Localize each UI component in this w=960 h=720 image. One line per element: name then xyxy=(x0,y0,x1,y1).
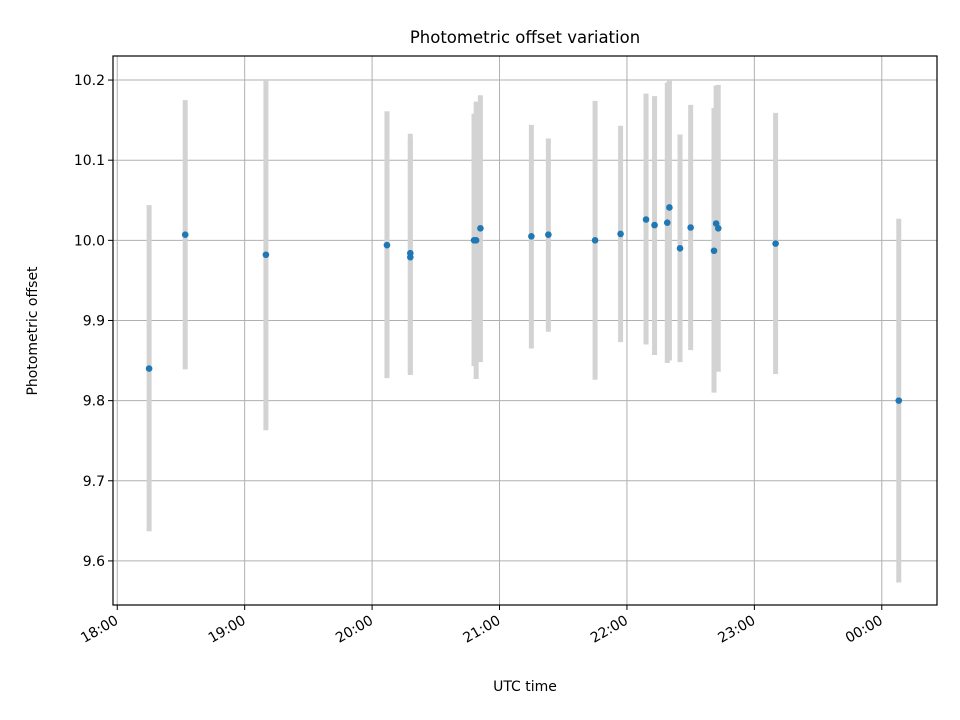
data-point xyxy=(477,225,484,232)
data-point xyxy=(710,247,718,255)
x-tick-label: 21:00 xyxy=(461,613,504,647)
data-points xyxy=(145,204,903,404)
x-tick-label: 18:00 xyxy=(78,613,121,647)
data-point xyxy=(262,251,270,259)
data-point xyxy=(663,219,671,227)
y-tick-label: 9.7 xyxy=(83,474,105,490)
data-point xyxy=(591,237,599,244)
y-axis-ticks: 9.6 9.7 9.8 9.9 10.0 10.1 10.2 xyxy=(74,73,113,570)
data-point xyxy=(714,225,722,232)
y-tick-label: 9.6 xyxy=(83,554,105,570)
data-point xyxy=(145,365,153,372)
grid xyxy=(113,56,937,605)
y-tick-label: 9.8 xyxy=(83,394,105,410)
data-point xyxy=(472,237,480,244)
data-point xyxy=(407,253,414,261)
data-point xyxy=(687,224,694,231)
data-point xyxy=(895,397,903,404)
data-point xyxy=(545,231,552,239)
data-point xyxy=(617,230,624,238)
y-tick-label: 10.2 xyxy=(74,73,105,89)
x-tick-label: 19:00 xyxy=(206,613,249,647)
y-tick-label: 10.1 xyxy=(74,153,105,169)
data-point xyxy=(666,204,673,211)
data-point xyxy=(528,233,535,240)
data-point xyxy=(383,241,391,249)
x-tick-label: 23:00 xyxy=(715,613,758,647)
x-tick-label: 22:00 xyxy=(588,613,631,647)
y-tick-label: 9.9 xyxy=(83,313,105,329)
error-bars xyxy=(146,80,902,583)
x-tick-label: 00:00 xyxy=(843,613,886,647)
data-point xyxy=(181,231,189,239)
chart-title: Photometric offset variation xyxy=(410,28,640,47)
y-tick-label: 10.0 xyxy=(74,233,105,249)
x-axis-label: UTC time xyxy=(493,679,557,695)
y-axis-label: Photometric offset xyxy=(25,266,41,396)
data-point xyxy=(651,221,658,229)
plot-frame xyxy=(112,55,938,606)
data-point xyxy=(642,216,650,223)
x-axis-ticks: 18:00 19:00 20:00 21:00 22:00 23:00 00:00 xyxy=(78,605,886,647)
data-point xyxy=(772,240,779,247)
data-point xyxy=(676,245,684,252)
x-tick-label: 20:00 xyxy=(333,613,376,647)
